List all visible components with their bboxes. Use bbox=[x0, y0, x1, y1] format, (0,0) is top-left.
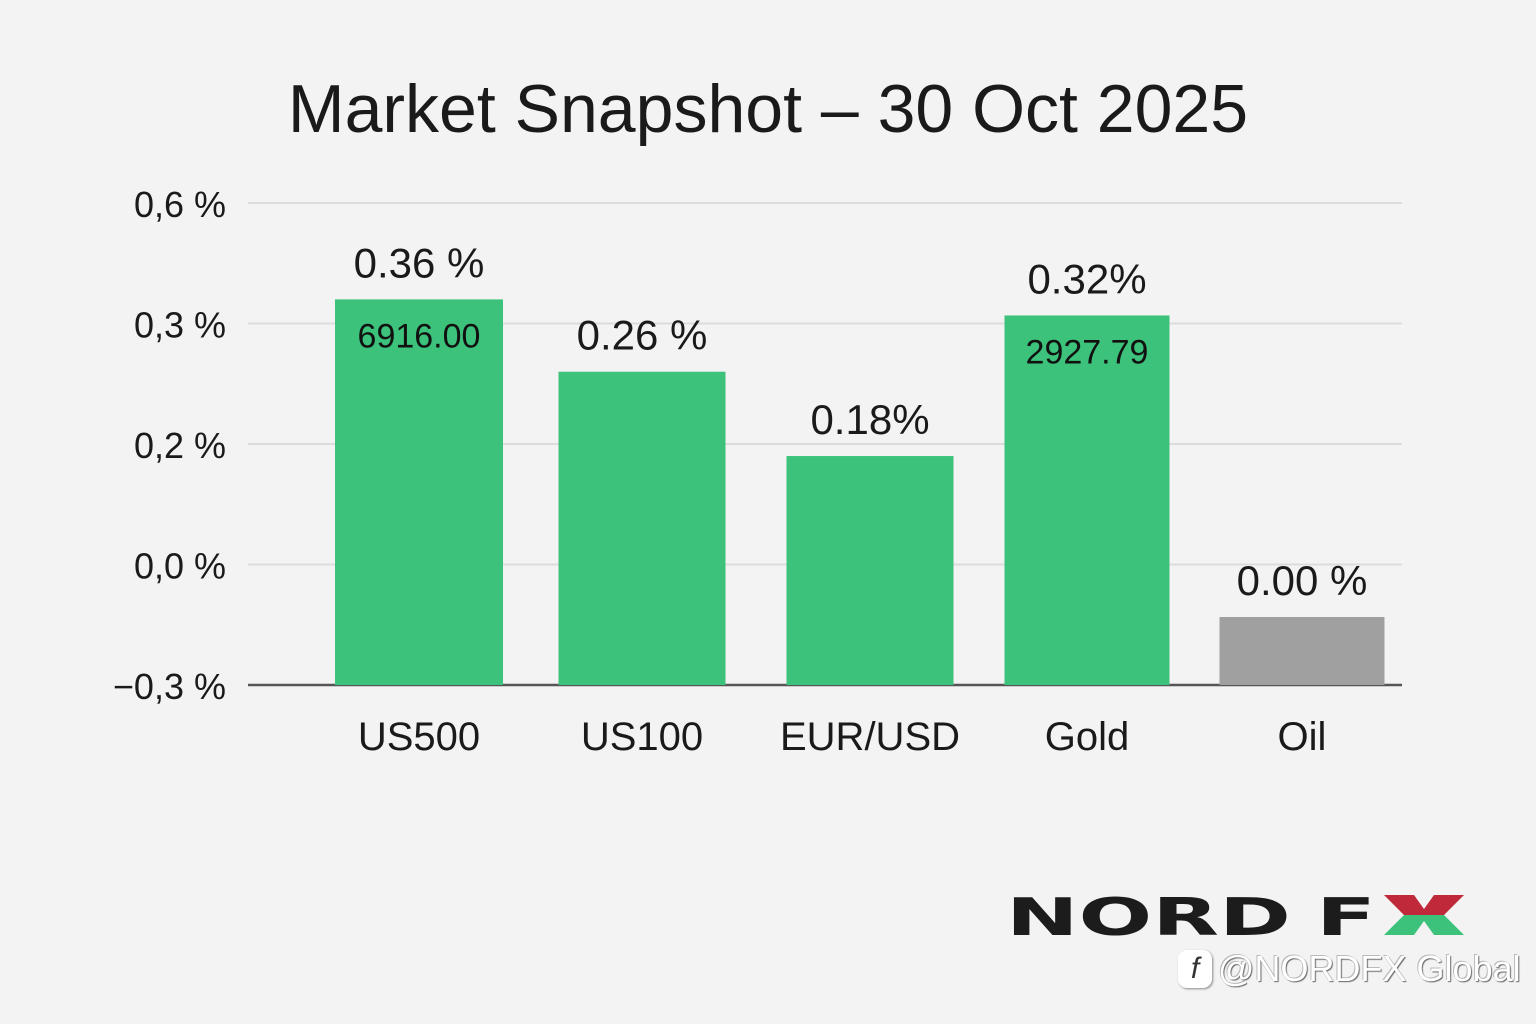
social-handle-text: @NORDFX Global bbox=[1218, 948, 1521, 989]
y-tick-label: 0,3 % bbox=[134, 305, 226, 346]
social-icon: f bbox=[1178, 950, 1212, 988]
value-label: 0.26 % bbox=[577, 312, 708, 359]
price-label: 6916.00 bbox=[358, 317, 481, 355]
social-handle: f @NORDFX Global bbox=[1178, 948, 1521, 990]
nordfx-logo: NORD F bbox=[1006, 893, 1464, 939]
x-tick-label: Oil bbox=[1278, 715, 1327, 759]
chart-title: Market Snapshot – 30 Oct 2025 bbox=[287, 71, 1249, 147]
x-tick-label: US500 bbox=[358, 715, 480, 759]
y-tick-label: −0,3 % bbox=[113, 666, 226, 707]
value-label: 0.32% bbox=[1027, 255, 1146, 302]
bar-oil bbox=[1219, 617, 1385, 685]
y-tick-label: 0,2 % bbox=[134, 425, 226, 466]
svg-text:F: F bbox=[1316, 893, 1376, 939]
svg-text:NORD: NORD bbox=[1006, 893, 1291, 939]
bar-gold bbox=[1004, 315, 1170, 685]
value-label: 0.36 % bbox=[354, 239, 485, 286]
y-tick-label: 0,0 % bbox=[134, 546, 226, 587]
bar-us500 bbox=[335, 299, 503, 685]
x-tick-label: EUR/USD bbox=[780, 715, 960, 759]
y-tick-label: 0,6 % bbox=[134, 184, 226, 225]
x-tick-label: US100 bbox=[581, 715, 703, 759]
price-label: 2927.79 bbox=[1026, 333, 1149, 371]
value-label: 0.00 % bbox=[1237, 557, 1368, 604]
bar-eur-usd bbox=[786, 456, 954, 685]
x-tick-label: Gold bbox=[1045, 715, 1130, 759]
value-label: 0.18% bbox=[810, 396, 929, 443]
bar-us100 bbox=[558, 371, 726, 685]
